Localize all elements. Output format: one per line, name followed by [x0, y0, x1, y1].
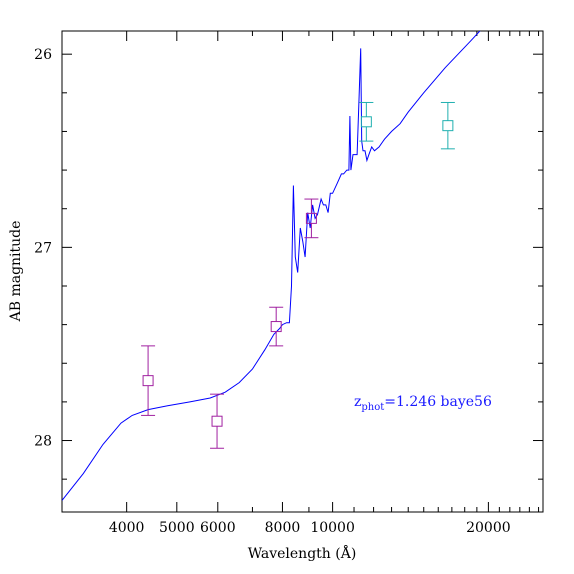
series-layer — [62, 31, 481, 501]
tick-labels: 4000 5000 6000 8000 10000 20000 26 27 28 — [34, 47, 510, 536]
data-marker — [442, 120, 454, 132]
x-tick-label: 20000 — [466, 520, 511, 536]
y-tick-label: 28 — [34, 434, 52, 450]
photometry-point — [304, 198, 319, 239]
photometry-point — [440, 101, 455, 150]
data-marker — [305, 212, 317, 224]
data-marker — [270, 321, 282, 333]
x-tick-label: 10000 — [310, 520, 355, 536]
photometry-point — [269, 306, 284, 347]
y-tick-label: 26 — [34, 47, 52, 63]
photometry-point — [141, 345, 156, 416]
x-tick-label: 8000 — [265, 520, 301, 536]
axis-ticks — [61, 31, 543, 512]
plot-frame — [61, 30, 544, 513]
photo-z-subscript: phot — [361, 402, 384, 413]
template-sed-line — [62, 31, 481, 501]
x-tick-label: 6000 — [200, 520, 236, 536]
y-tick-label: 27 — [34, 240, 52, 256]
x-axis-title: Wavelength (Å) — [248, 544, 357, 562]
photo-z-symbol: z — [354, 394, 361, 410]
data-marker — [360, 116, 372, 128]
photometry-point — [359, 101, 374, 142]
photo-z-value: =1.246 baye56 — [384, 394, 492, 410]
x-tick-label: 5000 — [159, 520, 195, 536]
y-axis-title: AB magnitude — [8, 221, 24, 323]
photometry-point — [210, 393, 225, 449]
data-marker — [211, 415, 223, 427]
data-marker — [142, 375, 154, 387]
photo-z-annotation: zphot=1.246 baye56 — [354, 394, 492, 413]
x-tick-label: 4000 — [109, 520, 145, 536]
